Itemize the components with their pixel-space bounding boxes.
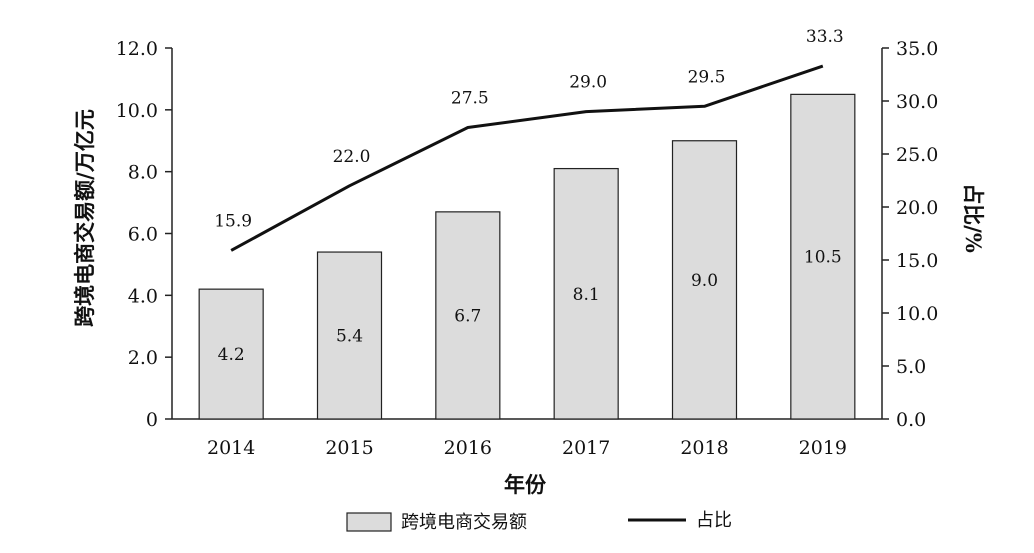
y2-tick-label: 15.0	[896, 250, 938, 272]
x-tick-label: 2018	[680, 437, 728, 459]
bar-value-label: 10.5	[804, 248, 842, 268]
bar	[316, 251, 383, 420]
x-tick-label: 2015	[325, 437, 373, 459]
y2-tick-label: 30.0	[896, 91, 938, 113]
bar-value-label: 5.4	[336, 327, 363, 347]
line-value-label: 27.5	[451, 89, 489, 109]
line-value-label: 15.9	[214, 211, 252, 231]
bar	[553, 167, 619, 420]
bar	[435, 211, 501, 420]
y-tick-label: 8.0	[128, 162, 158, 184]
line-value-label: 22.0	[333, 147, 371, 167]
bar-value-label: 9.0	[691, 271, 718, 291]
y2-tick-label: 20.0	[896, 197, 938, 219]
y2-axis-title: 占比/%	[961, 183, 986, 253]
bar-value-label: 6.7	[454, 306, 481, 326]
y2-tick-label: 35.0	[896, 38, 938, 60]
plot-area: 0 2.0 4.0 6.0 8.0 10.0 12.0 0.0 5.0 10.0 15.0 20.0 2…	[116, 27, 939, 459]
x-tick-label: 2019	[799, 437, 847, 459]
line-series	[230, 64, 824, 252]
y2-tick-label: 10.0	[896, 303, 938, 325]
x-axis-title: 年份	[504, 472, 547, 497]
x-tick-label: 2014	[207, 437, 255, 459]
line-value-label: 29.0	[569, 73, 607, 93]
legend-bar-label: 跨境电商交易额	[401, 512, 527, 533]
y-axis-title: 跨境电商交易额/万亿元	[72, 109, 97, 327]
y2-tick-label: 0.0	[896, 409, 926, 431]
bar-value-label: 4.2	[218, 345, 245, 365]
bar-value-label: 8.1	[573, 285, 600, 305]
y2-tick-label: 25.0	[896, 144, 938, 166]
y-tick-label: 10.0	[116, 100, 158, 122]
bar	[790, 93, 856, 420]
y-tick-label: 0	[146, 409, 158, 431]
legend: 跨境电商交易额 占比	[346, 510, 732, 533]
x-tick-label: 2016	[444, 437, 492, 459]
legend-bar-swatch	[346, 512, 392, 532]
bar	[671, 140, 738, 420]
bar	[198, 288, 264, 420]
y-tick-label: 4.0	[128, 285, 158, 307]
x-tick-label: 2017	[562, 437, 610, 459]
y-tick-label: 2.0	[128, 347, 158, 369]
line-value-label: 29.5	[688, 67, 726, 87]
y-tick-label: 12.0	[116, 38, 158, 60]
legend-line-label: 占比	[696, 510, 732, 531]
y2-tick-label: 5.0	[896, 356, 926, 378]
y-tick-label: 6.0	[128, 224, 158, 246]
line-value-label: 33.3	[806, 27, 844, 47]
